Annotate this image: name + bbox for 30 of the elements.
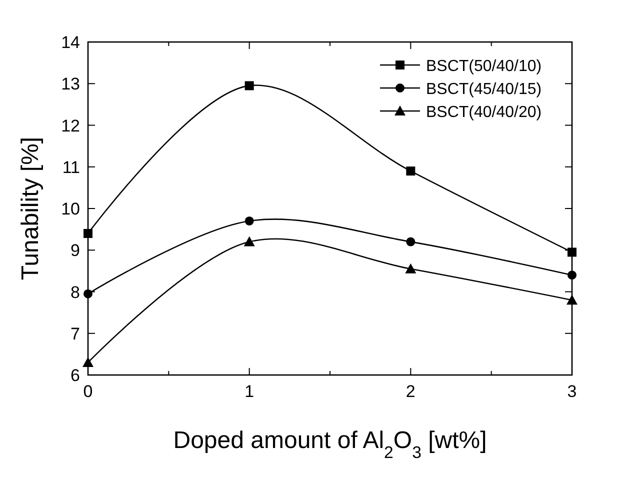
point: [405, 263, 416, 274]
legend-label: BSCT(50/40/10): [426, 58, 542, 75]
point: [244, 81, 254, 90]
point: [244, 236, 255, 246]
point: [406, 237, 416, 246]
y-tick-label: 10: [61, 200, 80, 218]
y-tick-label: 14: [61, 33, 80, 52]
y-tick-label: 7: [70, 324, 80, 344]
legend-label: BSCT(45/40/15): [426, 81, 542, 98]
point: [406, 166, 416, 176]
x-axis-title: Doped amount of Al$_{2}$O$_{3}$ [wt%]: [173, 427, 487, 462]
y-tick-label: 9: [70, 241, 80, 260]
y-tick-label: 13: [61, 74, 80, 94]
y-tick-label: 12: [61, 116, 80, 136]
point: [568, 270, 576, 280]
x-tick-label: 0: [83, 382, 93, 401]
legend-label: BSCT(40/40/20): [426, 104, 542, 121]
point: [84, 228, 92, 238]
y-axis-title: Tunability [%]: [17, 136, 44, 280]
point: [566, 294, 578, 305]
x-tick-label: 1: [244, 382, 254, 401]
y-tick-label: 8: [70, 282, 80, 302]
y-tick-label: 11: [62, 158, 80, 177]
point: [244, 216, 254, 226]
y-tick-label: 6: [70, 366, 80, 385]
point: [82, 357, 94, 368]
point: [568, 248, 576, 257]
x-tick-label: 3: [567, 382, 577, 401]
point: [84, 289, 92, 298]
x-tick-label: 2: [406, 382, 416, 401]
